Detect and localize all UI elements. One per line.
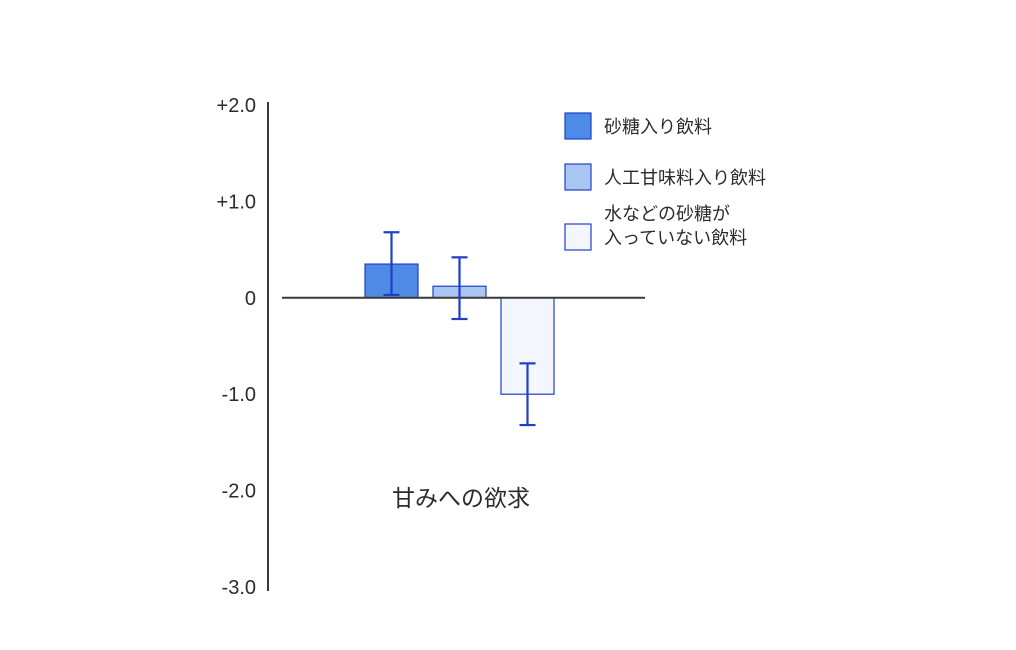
- y-tick-label: -1.0: [222, 384, 256, 406]
- y-tick-label: -2.0: [222, 481, 256, 503]
- legend-swatch: [564, 112, 592, 140]
- legend-label: 入っていない飲料: [604, 228, 747, 249]
- y-tick-label: +1.0: [217, 191, 256, 213]
- legend-swatch: [564, 163, 592, 191]
- y-tick-label: +2.0: [217, 95, 256, 117]
- y-tick-label: 0: [245, 288, 256, 310]
- x-axis-label: 甘みへの欲求: [392, 486, 530, 512]
- y-axis: +2.0 +1.0 0 -1.0 -2.0 -3.0: [217, 95, 269, 599]
- y-tick-label: -3.0: [222, 577, 256, 599]
- legend-label: 水などの砂糖が: [604, 204, 730, 225]
- legend-swatch: [564, 223, 592, 251]
- legend-label: 砂糖入り飲料: [604, 117, 712, 138]
- legend-label: 人工甘味料入り飲料: [604, 168, 766, 189]
- bars: [282, 231, 645, 427]
